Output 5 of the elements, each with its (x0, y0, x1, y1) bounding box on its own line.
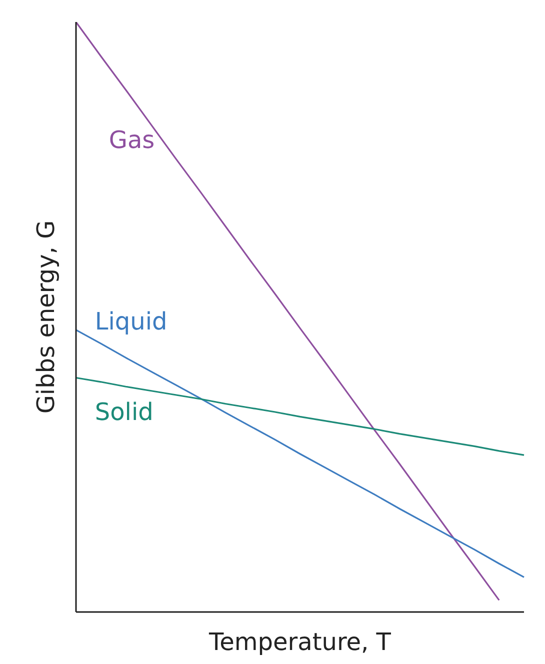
y-axis-title: Gibbs energy, G (32, 220, 60, 414)
series-label: Gas (108, 126, 155, 154)
x-axis-title: Temperature, T (208, 628, 392, 656)
series-label: Liquid (94, 308, 168, 336)
series-label: Solid (94, 398, 154, 426)
